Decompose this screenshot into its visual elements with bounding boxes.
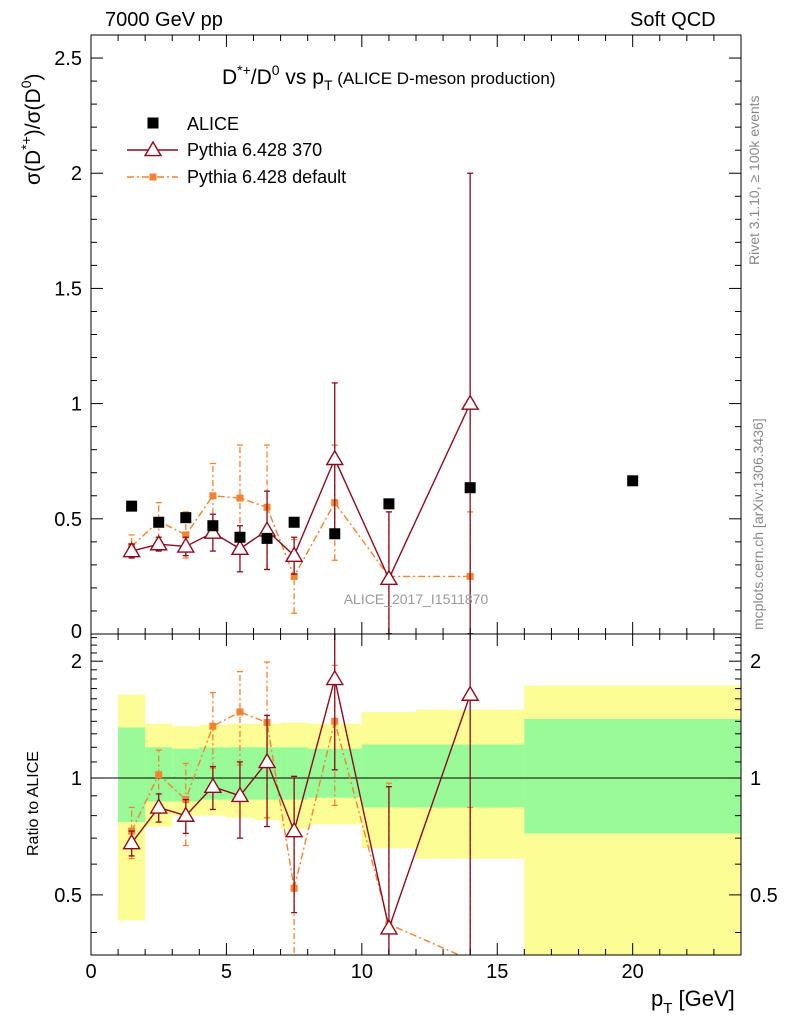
pythia370-marker xyxy=(122,833,141,850)
pythia370-marker xyxy=(379,918,399,935)
pythia370-marker xyxy=(460,685,480,701)
pythia-default-line xyxy=(131,495,471,579)
top-plot-area xyxy=(122,172,639,634)
alice-marker xyxy=(627,475,639,487)
y-tick-label: 0.5 xyxy=(54,509,82,531)
y-tick-label: 1 xyxy=(71,394,82,416)
analysis-watermark: ALICE_2017_I1511870 xyxy=(344,591,489,607)
x-axis-label: pT [GeV] xyxy=(651,986,735,1017)
y-axis-label: σ(D*+)/σ(D0) xyxy=(18,74,45,186)
y-tick-label: 0 xyxy=(71,621,82,643)
x-tick-label: 10 xyxy=(351,961,373,983)
pythia370-marker xyxy=(257,752,277,769)
legend-pythia370-marker xyxy=(143,140,163,157)
pythia-default-marker xyxy=(236,708,244,716)
pythia370-marker xyxy=(176,806,196,822)
pythia370-marker xyxy=(230,786,250,803)
pythia370-marker xyxy=(379,569,399,586)
pythia370-marker xyxy=(325,449,344,466)
alice-marker xyxy=(126,500,138,512)
pythia370-marker xyxy=(325,669,344,686)
pythia370-marker xyxy=(122,541,141,558)
pythia370-marker xyxy=(149,534,168,551)
ratio-y-tick-label-right: 2 xyxy=(750,651,761,673)
ratio-y-tick-label: 1 xyxy=(71,768,82,790)
alice-marker xyxy=(464,482,476,494)
pythia370-marker xyxy=(203,523,223,539)
legend-alice-marker xyxy=(147,117,159,129)
ratio-y-axis-label: Ratio to ALICE xyxy=(25,751,42,856)
ratio-y-tick-label-right: 1 xyxy=(750,768,761,790)
legend-pythia-default-label: Pythia 6.428 default xyxy=(187,167,346,187)
y-tick-label: 2 xyxy=(71,163,82,185)
pythia370-marker xyxy=(176,537,196,553)
alice-marker xyxy=(288,516,300,528)
x-tick-label: 15 xyxy=(486,961,508,983)
uncertainty-band-inner xyxy=(118,727,146,823)
pythia-default-marker xyxy=(155,771,163,779)
pythia-default-marker xyxy=(236,494,244,502)
header-right-label: Soft QCD xyxy=(630,9,716,31)
uncertainty-band-inner xyxy=(524,718,741,834)
legend-pythia-default-marker xyxy=(149,173,157,181)
pythia370-line xyxy=(131,678,471,931)
x-tick-label: 0 xyxy=(85,961,96,983)
chart-title: D*+/D0 vs pT (ALICE D-meson production) xyxy=(222,62,556,93)
y-tick-label: 2.5 xyxy=(54,48,82,70)
alice-marker xyxy=(261,532,273,544)
ratio-plot-area xyxy=(91,634,741,963)
header-left-label: 7000 GeV pp xyxy=(105,9,223,31)
alice-marker xyxy=(234,531,246,543)
alice-marker xyxy=(207,520,219,532)
pythia370-marker xyxy=(230,539,250,556)
alice-marker xyxy=(153,516,165,528)
legend-pythia370-label: Pythia 6.428 370 xyxy=(187,140,322,160)
x-tick-label: 5 xyxy=(221,961,232,983)
alice-marker xyxy=(329,528,341,540)
pythia-default-marker xyxy=(467,956,474,963)
ratio-y-tick-label: 0.5 xyxy=(54,885,82,907)
pythia370-marker xyxy=(284,546,304,562)
pythia-default-marker xyxy=(182,531,190,539)
legend-alice-label: ALICE xyxy=(187,114,239,134)
x-tick-label: 20 xyxy=(622,961,644,983)
y-tick-label: 1.5 xyxy=(54,278,82,300)
ratio-y-tick-label-right: 0.5 xyxy=(750,885,778,907)
ratio-y-tick-label: 2 xyxy=(71,651,82,673)
pythia370-line xyxy=(131,403,471,581)
pythia-default-marker xyxy=(290,572,298,580)
pythia370-marker xyxy=(203,777,223,793)
pythia-default-marker xyxy=(209,722,217,730)
pythia-default-marker xyxy=(209,492,217,500)
alice-marker xyxy=(383,498,395,510)
pythia370-marker xyxy=(149,798,168,814)
pythia370-marker xyxy=(460,394,480,410)
alice-marker xyxy=(180,512,192,524)
pythia-default-line xyxy=(130,711,461,955)
pythia370-marker xyxy=(284,821,304,838)
